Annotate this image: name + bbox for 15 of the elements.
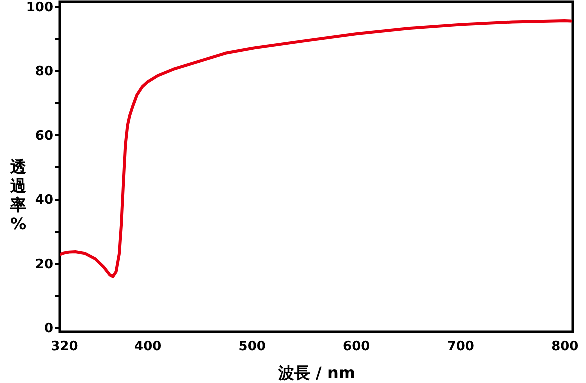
x-tick-label: 800	[552, 340, 579, 354]
y-tick-label: 0	[44, 322, 54, 337]
x-tick-label: 700	[447, 340, 474, 354]
x-tick-label: 320	[51, 340, 78, 354]
x-axis-title: 波長 / nm	[277, 364, 356, 382]
y-tick-label: 40	[35, 193, 54, 208]
y-tick-label: 20	[35, 257, 54, 272]
y-tick-label: 80	[35, 64, 54, 80]
y-axis-title: 透過率%	[10, 158, 28, 234]
x-tick-label: 400	[134, 340, 162, 354]
line-series	[60, 19, 572, 278]
x-tick-label: 600	[343, 340, 370, 354]
x-tick-label: 500	[238, 340, 266, 354]
y-tick-label: 100	[26, 0, 54, 16]
y-tick-label: 60	[35, 128, 54, 144]
